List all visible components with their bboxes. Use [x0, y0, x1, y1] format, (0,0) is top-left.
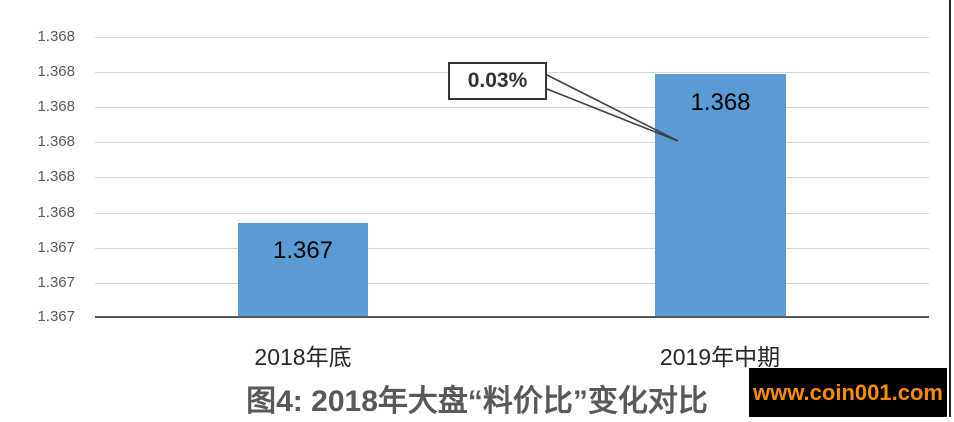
watermark-banner: www.coin001.com — [749, 368, 947, 417]
y-axis-tick: 1.368 — [37, 204, 75, 221]
gridline — [95, 107, 929, 108]
gridline — [95, 37, 929, 38]
screenshot-right-edge-line — [949, 0, 951, 417]
y-axis-tick: 1.367 — [37, 239, 75, 256]
x-axis-label-2018: 2018年底 — [254, 344, 352, 370]
y-axis-tick: 1.368 — [37, 133, 75, 150]
y-axis-tick: 1.368 — [37, 98, 75, 115]
gridline — [95, 248, 929, 249]
chart-title: 图4: 2018年大盘“料价比”变化对比 — [246, 385, 708, 418]
x-axis-label-2019: 2019年中期 — [659, 344, 781, 370]
bar-2018: 1.367 — [238, 223, 368, 318]
y-axis-tick: 1.367 — [37, 274, 75, 291]
y-axis-tick: 1.368 — [37, 168, 75, 185]
bar-value-label-2019: 1.368 — [690, 89, 751, 116]
gridline — [95, 142, 929, 143]
gridline — [95, 177, 929, 178]
gridline — [95, 283, 929, 284]
y-axis-tick: 1.368 — [37, 28, 75, 45]
x-axis-line — [95, 316, 929, 318]
y-axis-tick: 1.367 — [37, 308, 75, 325]
annotation-callout: 0.03% — [448, 62, 547, 100]
bar-2019: 1.368 — [655, 74, 786, 318]
watermark-text: www.coin001.com — [753, 379, 943, 405]
gridline — [95, 213, 929, 214]
y-axis-tick: 1.368 — [37, 63, 75, 80]
bar-value-label-2018: 1.367 — [272, 237, 334, 264]
annotation-callout-label: 0.03% — [467, 69, 528, 92]
